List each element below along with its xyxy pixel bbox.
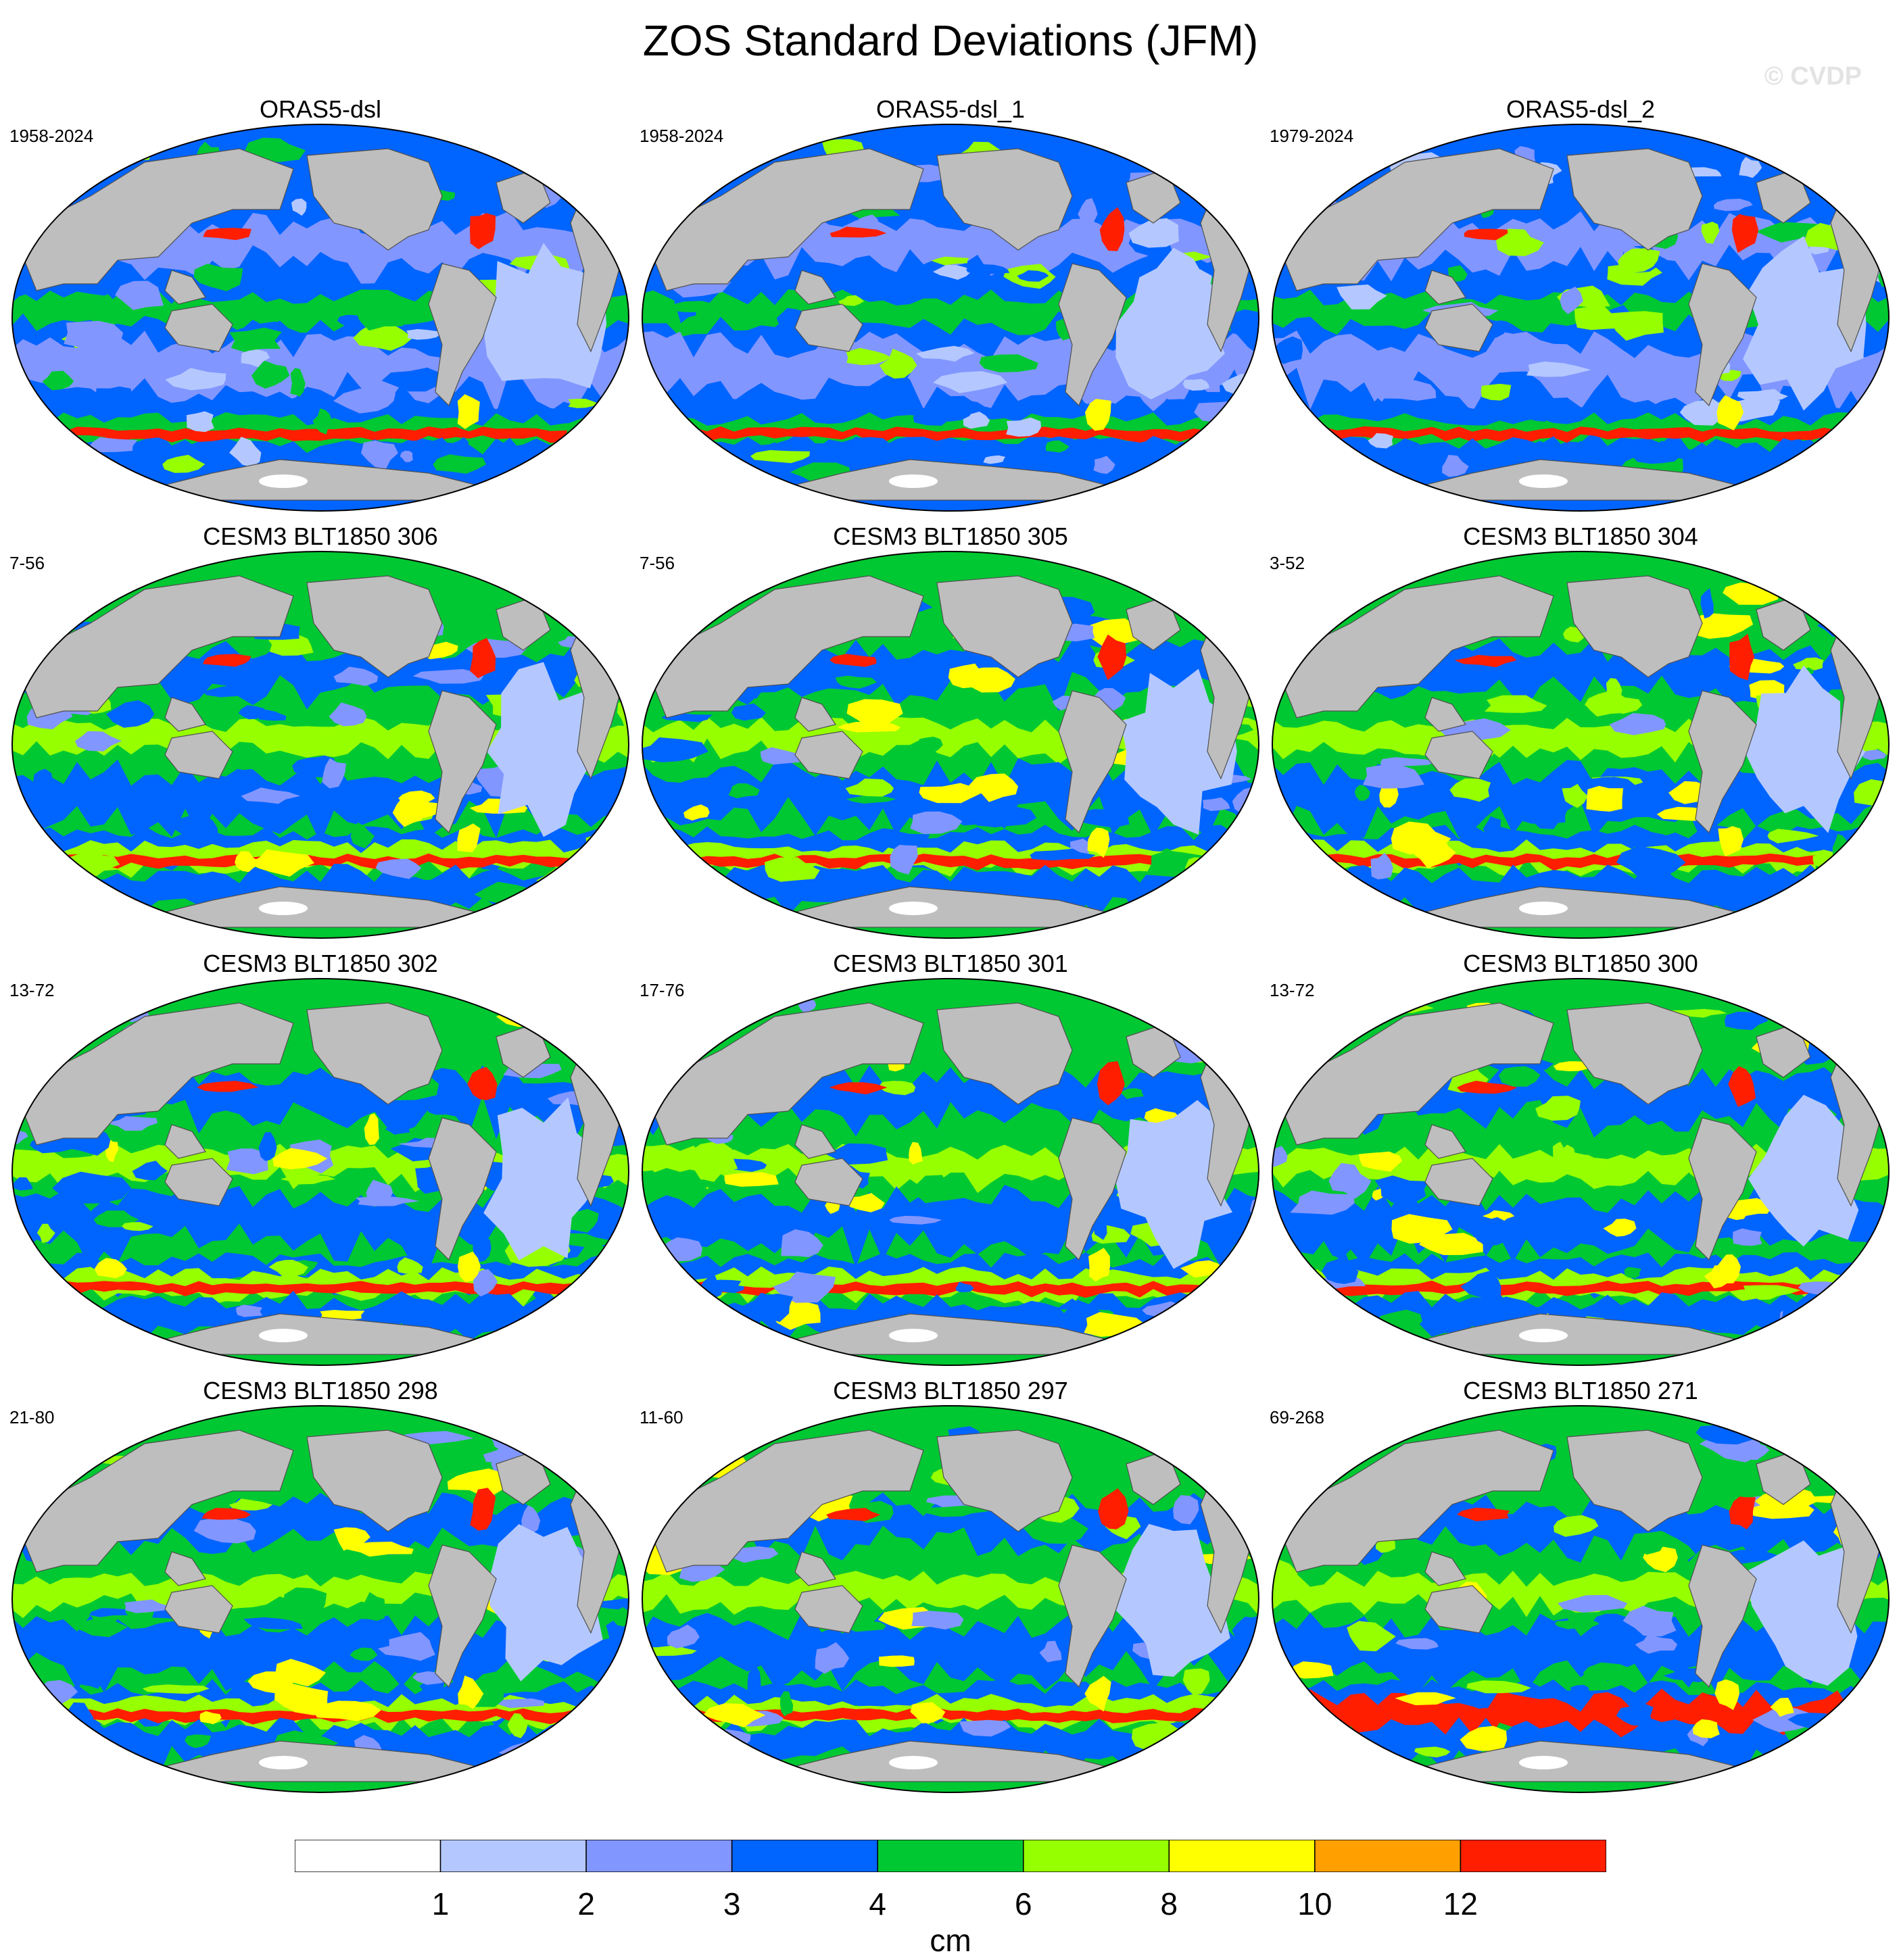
colorbar-swatch xyxy=(1023,1840,1170,1872)
map-panel: ORAS5-dsl_1 1958-2024 xyxy=(640,95,1261,520)
panel-years: 69-268 xyxy=(1270,1407,1324,1427)
colorbar-swatch xyxy=(439,1840,587,1872)
panel-years: 13-72 xyxy=(1270,980,1315,1000)
panel-years: 1979-2024 xyxy=(1270,126,1354,146)
colorbar-swatch xyxy=(295,1840,441,1872)
panel-title: CESM3 BLT1850 297 xyxy=(833,1377,1068,1404)
world-map xyxy=(11,1405,629,1793)
colorbar-tick-label: 8 xyxy=(1160,1886,1178,1921)
colorbar-units: cm xyxy=(930,1923,971,1958)
world-map xyxy=(642,978,1259,1366)
map-panel: CESM3 BLT1850 306 7-56 xyxy=(9,522,631,948)
map-panel: CESM3 BLT1850 301 17-76 xyxy=(640,949,1261,1375)
panel-title: CESM3 BLT1850 298 xyxy=(203,1377,438,1404)
colorbar-tick-label: 12 xyxy=(1443,1886,1478,1921)
world-map xyxy=(642,124,1259,512)
panel-years: 1958-2024 xyxy=(9,126,94,146)
map-panel: CESM3 BLT1850 300 13-72 xyxy=(1270,949,1892,1375)
panel-title: CESM3 BLT1850 305 xyxy=(833,522,1068,550)
map-panel: ORAS5-dsl 1958-2024 xyxy=(9,95,631,520)
panel-title: CESM3 BLT1850 302 xyxy=(203,950,438,977)
watermark: © CVDP xyxy=(1764,62,1862,91)
panel-title: CESM3 BLT1850 271 xyxy=(1463,1377,1698,1404)
panel-years: 7-56 xyxy=(9,553,45,573)
colorbar-swatch xyxy=(877,1840,1024,1872)
colorbar-tick-label: 4 xyxy=(869,1886,887,1921)
map-panel: CESM3 BLT1850 297 11-60 xyxy=(640,1376,1261,1802)
panel-years: 17-76 xyxy=(640,980,685,1000)
map-panel: CESM3 BLT1850 304 3-52 xyxy=(1270,522,1892,948)
map-panel: CESM3 BLT1850 298 21-80 xyxy=(9,1376,631,1802)
colorbar-swatch xyxy=(731,1840,878,1872)
colorbar-swatch xyxy=(1314,1840,1462,1872)
panel-years: 7-56 xyxy=(640,553,675,573)
map-panel: CESM3 BLT1850 271 69-268 xyxy=(1270,1376,1892,1802)
panel-title: CESM3 BLT1850 301 xyxy=(833,950,1068,977)
world-map xyxy=(642,551,1259,939)
colorbar-tick-label: 2 xyxy=(577,1886,595,1921)
world-map xyxy=(11,551,629,939)
world-map xyxy=(11,978,629,1366)
colorbar-swatch xyxy=(1168,1840,1316,1872)
panel-years: 1958-2024 xyxy=(640,126,724,146)
panel-title: ORAS5-dsl_1 xyxy=(875,95,1026,123)
world-map xyxy=(1272,551,1890,939)
panel-years: 13-72 xyxy=(9,980,55,1000)
colorbar-swatch xyxy=(1460,1840,1606,1872)
map-panel: ORAS5-dsl_2 1979-2024 xyxy=(1270,95,1892,520)
figure-title: ZOS Standard Deviations (JFM) xyxy=(642,16,1259,65)
world-map xyxy=(1272,978,1890,1366)
colorbar xyxy=(295,1840,1606,1872)
world-map xyxy=(642,1405,1259,1793)
colorbar-tick-label: 10 xyxy=(1297,1886,1332,1921)
panel-years: 21-80 xyxy=(9,1407,55,1427)
colorbar-tick-label: 6 xyxy=(1014,1886,1032,1921)
colorbar-tick-label: 1 xyxy=(431,1886,450,1921)
colorbar-swatch xyxy=(585,1840,733,1872)
world-map xyxy=(11,124,629,512)
panel-title: CESM3 BLT1850 304 xyxy=(1463,522,1698,550)
panel-title: CESM3 BLT1850 306 xyxy=(203,522,438,550)
panel-title: ORAS5-dsl xyxy=(259,95,382,123)
world-map xyxy=(1272,1405,1890,1793)
world-map xyxy=(1272,124,1890,512)
panel-years: 11-60 xyxy=(640,1407,683,1427)
panel-years: 3-52 xyxy=(1270,553,1305,573)
map-panel: CESM3 BLT1850 302 13-72 xyxy=(9,949,631,1375)
panel-title: ORAS5-dsl_2 xyxy=(1506,95,1656,123)
colorbar-tick-label: 3 xyxy=(723,1886,741,1921)
map-panel: CESM3 BLT1850 305 7-56 xyxy=(640,522,1261,948)
panel-title: CESM3 BLT1850 300 xyxy=(1463,950,1698,977)
